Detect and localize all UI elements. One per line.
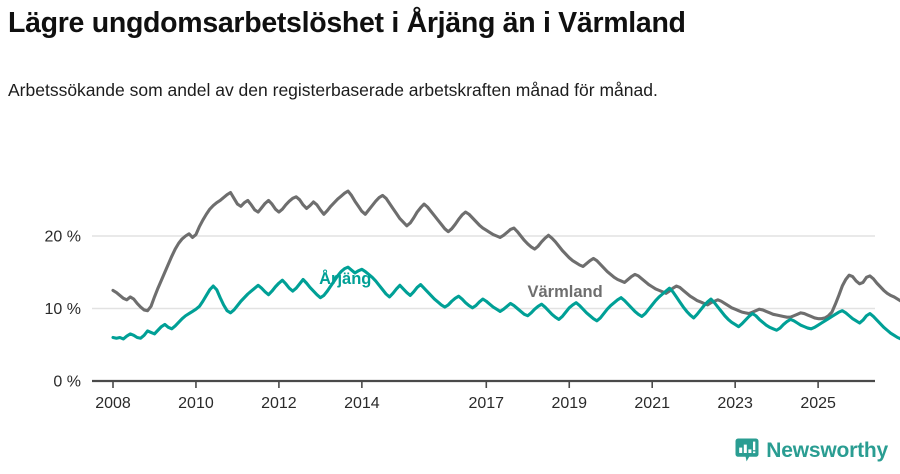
y-axis-tick-label: 10 % xyxy=(45,301,81,318)
chart-subtitle: Arbetssökande som andel av den registerb… xyxy=(8,80,658,100)
x-axis-tick-label: 2010 xyxy=(178,395,214,412)
series-inline-labels-group: Värmland Årjäng xyxy=(319,269,603,301)
y-axis-tick-label: 20 % xyxy=(45,229,81,246)
series-label-rjng: Årjäng xyxy=(319,269,371,288)
series-lines-group xyxy=(111,189,900,341)
x-axis-tick-label: 2021 xyxy=(634,395,670,412)
series-line-vrmland xyxy=(111,189,900,321)
x-axis-tick-label: 2014 xyxy=(344,395,380,412)
series-line-rjng xyxy=(111,265,900,341)
x-axis-tick-label: 2008 xyxy=(95,395,131,412)
x-axis-labels-group: 2008 2010 2012 2014 2017 2019 2021 2023 2025 xyxy=(95,395,836,412)
logo-text: Newsworthy xyxy=(766,439,888,462)
x-axis-tick-label: 2017 xyxy=(468,395,504,412)
x-axis-tick-label: 2012 xyxy=(261,395,297,412)
y-axis-tick-label: 0 % xyxy=(53,374,81,391)
y-axis-labels-group: 0 % 10 % 20 % xyxy=(45,229,81,391)
line-chart-svg: 0 % 10 % 20 % 2008 2010 2012 2014 2017 2019 2021… xyxy=(45,189,900,412)
x-tick-marks-group xyxy=(112,381,819,388)
gridlines-group xyxy=(92,235,875,383)
bar-chart-bubble-icon xyxy=(735,438,759,462)
chart-plot-area: 0 % 10 % 20 % 2008 2010 2012 2014 2017 2019 2021… xyxy=(0,168,900,413)
x-axis-tick-label: 2025 xyxy=(800,395,836,412)
newsworthy-logo[interactable]: Newsworthy xyxy=(735,438,888,464)
series-label-vrmland: Värmland xyxy=(528,283,603,301)
page-title: Lägre ungdomsarbetslöshet i Årjäng än i … xyxy=(8,7,686,39)
x-axis-tick-label: 2019 xyxy=(551,395,587,412)
x-axis-tick-label: 2023 xyxy=(717,395,753,412)
